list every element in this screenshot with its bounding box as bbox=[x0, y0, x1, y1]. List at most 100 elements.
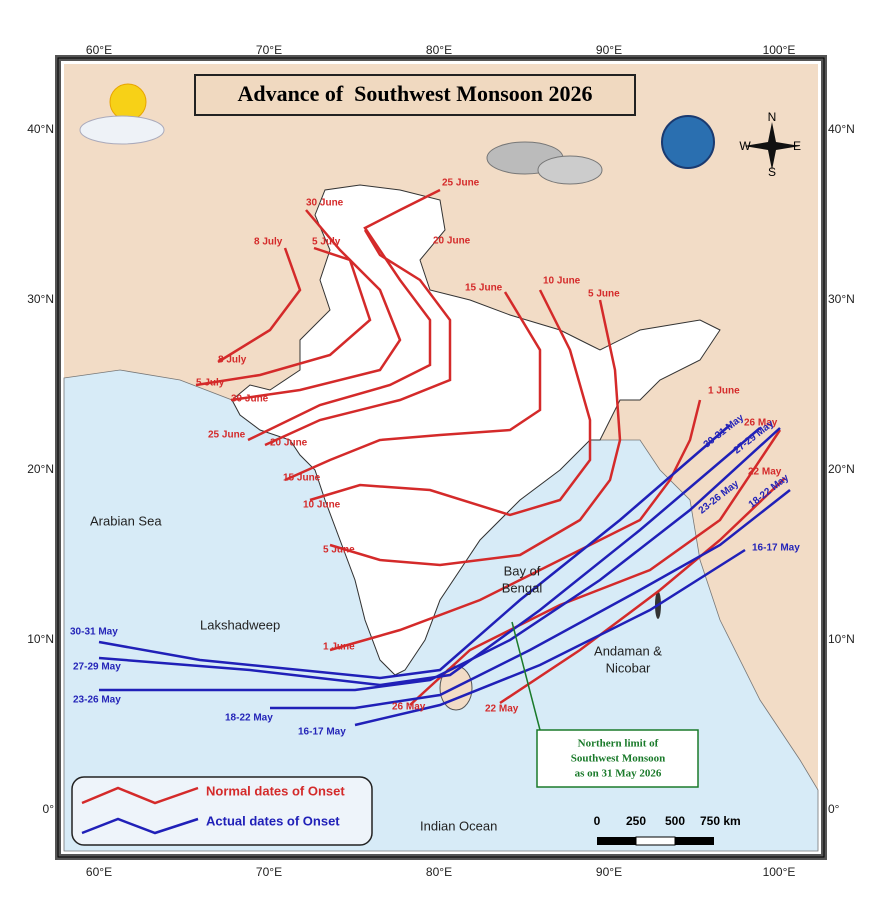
normal-onset-label: 20 June bbox=[270, 438, 308, 449]
place-label: Andaman & bbox=[594, 643, 662, 658]
normal-isochrone bbox=[284, 291, 542, 482]
normal-isochrone bbox=[329, 299, 622, 567]
longitude-label: 80°E bbox=[426, 43, 452, 57]
latitude-label: 40°N bbox=[828, 122, 855, 136]
compass-rose bbox=[744, 122, 800, 170]
normal-onset-label: 5 July bbox=[196, 378, 225, 389]
latitude-label: 0° bbox=[828, 802, 840, 816]
normal-onset-label: 25 June bbox=[208, 430, 246, 441]
compass-letter: S bbox=[768, 165, 776, 179]
normal-onset-label: 10 June bbox=[543, 276, 581, 287]
place-label: Nicobar bbox=[606, 660, 651, 675]
latitude-label: 20°N bbox=[828, 462, 855, 476]
normal-onset-label: 5 July bbox=[312, 237, 341, 248]
legend-swatch bbox=[81, 817, 199, 835]
normal-isochrone bbox=[230, 209, 402, 402]
normal-onset-label: 5 June bbox=[588, 289, 620, 300]
place-label: Bay of bbox=[504, 563, 541, 578]
place-label: Indian Ocean bbox=[420, 818, 497, 833]
longitude-label: 60°E bbox=[86, 43, 112, 57]
normal-isochrone bbox=[499, 477, 786, 705]
latitude-label: 10°N bbox=[27, 632, 54, 646]
actual-isochrone bbox=[98, 427, 761, 687]
normal-onset-label: 8 July bbox=[254, 237, 283, 248]
normal-onset-label: 8 July bbox=[218, 355, 247, 366]
actual-isochrone bbox=[270, 489, 791, 710]
place-label: Arabian Sea bbox=[90, 513, 162, 528]
scale-label: 250 bbox=[626, 814, 646, 828]
longitude-label: 80°E bbox=[426, 865, 452, 879]
compass-letter: E bbox=[793, 139, 801, 153]
normal-onset-label: 25 June bbox=[442, 178, 480, 189]
annotation-text: Northern limit of bbox=[578, 738, 659, 750]
latitude-label: 40°N bbox=[27, 122, 54, 136]
scale-label: 500 bbox=[665, 814, 685, 828]
normal-onset-label: 15 June bbox=[283, 473, 321, 484]
normal-onset-label: 30 June bbox=[306, 198, 344, 209]
normal-onset-label: 15 June bbox=[465, 283, 503, 294]
normal-onset-label: 10 June bbox=[303, 500, 341, 511]
actual-isochrone bbox=[354, 548, 746, 727]
normal-onset-lines bbox=[195, 188, 786, 706]
normal-isochrone bbox=[247, 188, 441, 442]
latitude-label: 0° bbox=[43, 802, 55, 816]
latitude-label: 10°N bbox=[828, 632, 855, 646]
frame-outline bbox=[57, 57, 825, 858]
normal-isochrone bbox=[217, 247, 302, 364]
longitude-label: 90°E bbox=[596, 865, 622, 879]
actual-onset-label: 18-22 May bbox=[225, 713, 273, 724]
normal-onset-label: 22 May bbox=[485, 704, 519, 715]
sun-icon bbox=[109, 83, 147, 121]
latitude-label: 30°N bbox=[828, 292, 855, 306]
longitude-label: 70°E bbox=[256, 43, 282, 57]
place-label: Bengal bbox=[502, 580, 543, 595]
normal-onset-label: 20 June bbox=[433, 236, 471, 247]
latitude-label: 20°N bbox=[27, 462, 54, 476]
longitude-label: 60°E bbox=[86, 865, 112, 879]
legend-box bbox=[71, 776, 373, 846]
actual-onset-label: 16-17 May bbox=[298, 727, 346, 738]
actual-onset-label: 23-26 May bbox=[73, 695, 121, 706]
annotation-pointer bbox=[511, 621, 541, 731]
annotation-text: Southwest Monsoon bbox=[571, 753, 665, 765]
actual-onset-label: 16-17 May bbox=[752, 543, 800, 554]
actual-onset-label: 30-31 May bbox=[70, 627, 118, 638]
title-box bbox=[194, 74, 636, 116]
scale-label: 750 km bbox=[700, 814, 741, 828]
normal-onset-label: 22 May bbox=[748, 467, 782, 478]
longitude-label: 100°E bbox=[763, 43, 796, 57]
longitude-label: 90°E bbox=[596, 43, 622, 57]
place-label: Lakshadweep bbox=[200, 617, 280, 632]
compass-letter: W bbox=[739, 139, 751, 153]
legend-swatch bbox=[81, 786, 199, 805]
actual-onset-label: 27-29 May bbox=[73, 662, 121, 673]
scale-bar bbox=[635, 836, 676, 846]
annotation-box bbox=[536, 729, 699, 788]
normal-isochrone bbox=[409, 429, 782, 706]
normal-onset-label: 30 June bbox=[231, 394, 269, 405]
rain-cloud bbox=[537, 155, 603, 185]
title: Advance of Southwest Monsoon 2026 bbox=[237, 81, 592, 106]
normal-onset-label: 1 June bbox=[323, 642, 355, 653]
normal-onset-label: 5 June bbox=[323, 545, 355, 556]
annotation-text: as on 31 May 2026 bbox=[575, 768, 662, 780]
compass-letter: N bbox=[768, 110, 777, 124]
scale-bar bbox=[597, 837, 636, 845]
longitude-label: 100°E bbox=[763, 865, 796, 879]
latitude-label: 30°N bbox=[27, 292, 54, 306]
imd-emblem bbox=[661, 115, 715, 169]
scale-label: 0 bbox=[594, 814, 601, 828]
legend-label: Actual dates of Onset bbox=[206, 813, 340, 828]
normal-isochrone bbox=[329, 399, 702, 652]
normal-onset-label: 26 May bbox=[392, 702, 426, 713]
actual-onset-lines bbox=[98, 424, 791, 727]
actual-isochrone bbox=[99, 427, 781, 692]
scale-bar bbox=[675, 837, 714, 845]
normal-isochrone bbox=[195, 246, 372, 387]
normal-isochrone bbox=[309, 289, 592, 517]
actual-isochrone bbox=[98, 424, 731, 680]
longitude-label: 70°E bbox=[256, 865, 282, 879]
legend-label: Normal dates of Onset bbox=[206, 783, 345, 798]
cloud-icon bbox=[79, 115, 165, 145]
